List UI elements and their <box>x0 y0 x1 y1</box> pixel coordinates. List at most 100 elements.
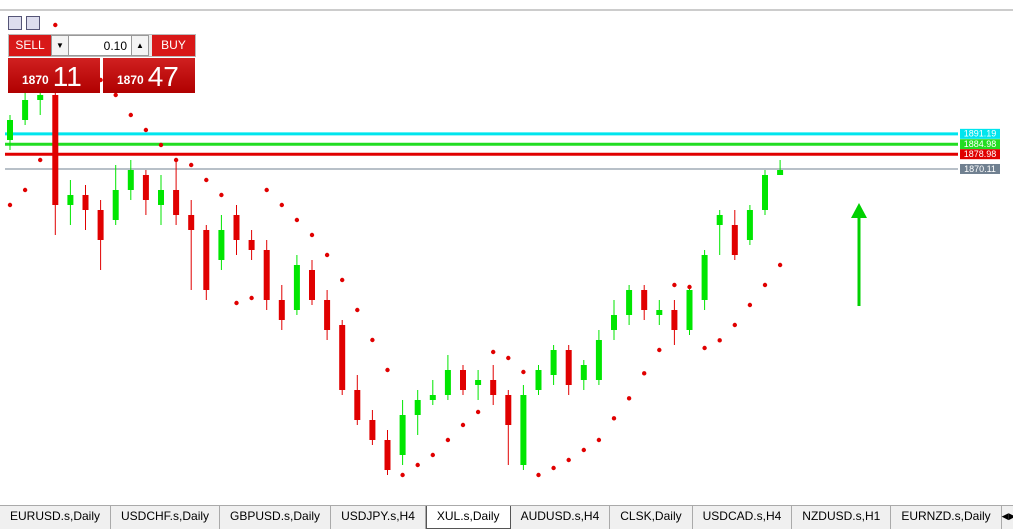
candle-body <box>746 210 753 240</box>
sar-dot <box>626 396 632 401</box>
sar-dot <box>415 462 420 468</box>
bid-big-figure: 1870 <box>22 73 49 87</box>
sar-dot <box>370 337 375 343</box>
chart-tab[interactable]: CLSK,Daily <box>610 506 693 529</box>
panel-icons <box>8 16 196 34</box>
lot-down[interactable]: ▼ <box>51 35 69 56</box>
ask-pips: 47 <box>147 61 179 92</box>
candle-body <box>399 415 406 455</box>
sar-dot <box>430 452 435 458</box>
level-label-bg <box>960 163 1000 174</box>
level-label-bg <box>960 149 1000 160</box>
sar-dot <box>566 457 571 463</box>
chart-tab[interactable]: XUL.s,Daily <box>425 506 511 529</box>
candle-body <box>595 340 602 380</box>
chart-tab[interactable]: EURNZD.s,Daily <box>891 506 1002 529</box>
candle-body <box>339 325 346 390</box>
candle-body <box>112 190 119 220</box>
candle-body <box>656 310 663 315</box>
candle-body <box>490 380 497 395</box>
candle-body <box>580 365 587 380</box>
candle-body <box>248 240 255 250</box>
sar-dot <box>113 92 118 98</box>
sar-dot <box>687 284 692 290</box>
sar-dot <box>204 177 209 183</box>
chart-tab[interactable]: NZDUSD.s,H1 <box>792 506 892 529</box>
candle-body <box>218 230 225 260</box>
level-label: 1891.19 <box>964 129 997 139</box>
candle-body <box>686 290 693 330</box>
candle-body <box>550 350 557 375</box>
chart-tab[interactable]: GBPUSD.s,Daily <box>220 506 332 529</box>
sar-dot <box>340 277 345 283</box>
candle-body <box>324 300 331 330</box>
order-row: SELL ▼ 0.10 ▲ BUY <box>8 34 196 57</box>
level-label: 1884.98 <box>964 139 997 149</box>
candle-body <box>82 195 89 210</box>
sar-dot <box>38 157 43 163</box>
candle-body <box>127 170 134 190</box>
candle-body <box>535 370 542 390</box>
sar-dot <box>611 416 617 421</box>
chart-tab[interactable]: EURUSD.s,Daily <box>0 506 112 529</box>
up-arrow <box>851 203 867 306</box>
candle-body <box>52 95 59 205</box>
level-label: 1878.98 <box>964 149 997 159</box>
candle-body <box>777 170 784 175</box>
sar-dot <box>581 447 586 453</box>
lot-up[interactable]: ▲ <box>131 35 149 56</box>
candle-body <box>626 290 633 315</box>
sar-dot <box>506 355 511 361</box>
candle-body <box>762 175 768 210</box>
ask-big-figure: 1870 <box>117 73 144 87</box>
candle-body <box>520 395 527 465</box>
sar-dot <box>702 345 707 351</box>
chart-tab[interactable]: USDJPY.s,H4 <box>331 506 426 529</box>
candle-body <box>460 370 466 390</box>
ask-quote[interactable]: 1870 47 <box>103 58 195 93</box>
sar-dot <box>642 371 647 376</box>
sar-dot <box>355 307 360 313</box>
sar-dot <box>536 472 541 478</box>
sar-dot <box>762 282 768 288</box>
sar-dot <box>143 127 149 133</box>
sar-dot <box>400 472 405 478</box>
sar-dot <box>128 112 133 118</box>
sar-dot <box>189 162 194 168</box>
chart-tab[interactable]: AUDUSD.s,H4 <box>511 506 611 529</box>
chart-tab[interactable]: USDCHF.s,Daily <box>111 506 221 529</box>
candle-body <box>354 390 361 420</box>
candle-body <box>641 290 648 310</box>
sar-dot <box>747 302 753 308</box>
sar-dot <box>279 202 284 208</box>
buy-button[interactable]: BUY <box>152 35 195 56</box>
sar-dot <box>7 202 13 208</box>
tab-scroll[interactable]: ◀ ▶ <box>1001 511 1013 521</box>
bid-quote[interactable]: 1870 11 <box>8 58 100 93</box>
quote-row: 1870 11 1870 47 <box>8 58 196 93</box>
sar-dot <box>777 262 783 268</box>
sar-dot <box>294 217 300 223</box>
candle-body <box>67 195 74 205</box>
level-label-bg <box>960 128 1000 139</box>
sar-dot <box>158 142 164 148</box>
candle-body <box>384 440 391 470</box>
candle-body <box>158 190 164 205</box>
candle-body <box>444 370 451 395</box>
candle-body <box>22 100 29 120</box>
candle-body <box>429 395 436 400</box>
candle-body <box>7 120 13 140</box>
tab-bar: EURUSD.s,Daily USDCHF.s,Daily GBPUSD.s,Dai… <box>0 505 1013 529</box>
sar-dot <box>551 465 556 471</box>
sar-dot <box>596 437 602 443</box>
sar-dot <box>234 300 239 306</box>
candle-body <box>475 380 482 385</box>
level-label-bg <box>960 139 1000 150</box>
level-label: 1870.11 <box>964 164 996 174</box>
candle-body <box>278 300 285 320</box>
sell-button[interactable]: SELL <box>9 35 51 56</box>
lot-input[interactable]: 0.10 <box>69 35 131 56</box>
candle-body <box>414 400 421 415</box>
chart-tab[interactable]: USDCAD.s,H4 <box>693 506 793 529</box>
candle-body <box>142 175 149 200</box>
